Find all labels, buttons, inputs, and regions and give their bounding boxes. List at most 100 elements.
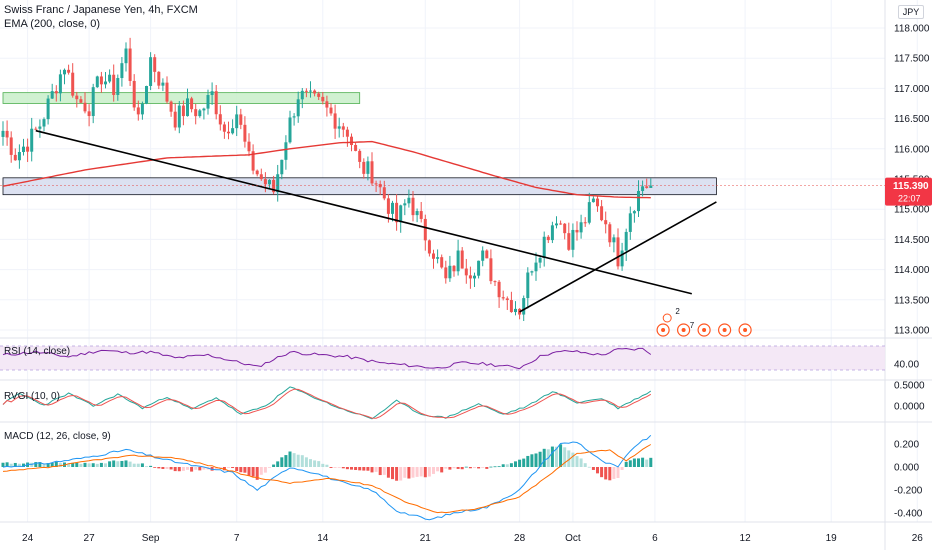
candle[interactable] (276, 174, 280, 193)
candle[interactable] (403, 203, 407, 206)
ascending-trendline[interactable] (519, 201, 717, 313)
candle[interactable] (382, 187, 386, 199)
candle[interactable] (42, 119, 46, 127)
candle[interactable] (161, 82, 165, 86)
candle[interactable] (637, 190, 640, 212)
candle[interactable] (583, 222, 587, 224)
candle[interactable] (63, 69, 66, 75)
candle[interactable] (263, 179, 267, 185)
candle[interactable] (325, 101, 329, 108)
candle[interactable] (251, 151, 255, 171)
candle[interactable] (292, 116, 296, 118)
candle[interactable] (321, 96, 325, 102)
candle[interactable] (247, 141, 251, 152)
candle[interactable] (608, 224, 612, 243)
candle[interactable] (526, 272, 530, 299)
candle[interactable] (136, 107, 140, 115)
candle[interactable] (485, 250, 489, 259)
candle[interactable] (530, 271, 534, 273)
candle[interactable] (391, 202, 394, 214)
candle[interactable] (99, 76, 103, 85)
candle[interactable] (366, 161, 370, 174)
candle[interactable] (509, 300, 513, 313)
descending-trendline[interactable] (35, 129, 692, 295)
candle[interactable] (95, 76, 99, 88)
rsi-line[interactable] (2, 347, 652, 370)
candle[interactable] (34, 128, 38, 130)
candle[interactable] (218, 114, 222, 125)
candle[interactable] (296, 99, 300, 117)
resistance-zone[interactable] (2, 92, 361, 104)
candle[interactable] (173, 111, 177, 128)
candle[interactable] (222, 124, 226, 132)
candle[interactable] (50, 91, 54, 99)
candle[interactable] (448, 265, 452, 279)
candle[interactable] (317, 93, 321, 97)
candle[interactable] (468, 275, 472, 279)
candle[interactable] (534, 262, 538, 272)
candle[interactable] (186, 98, 189, 117)
candle[interactable] (210, 91, 214, 96)
candle[interactable] (399, 205, 403, 223)
candle[interactable] (91, 87, 95, 117)
macd-signal-line[interactable] (2, 444, 652, 514)
candle[interactable] (542, 236, 546, 259)
candle[interactable] (559, 223, 563, 225)
candle[interactable] (128, 48, 132, 81)
candle[interactable] (112, 74, 116, 95)
candle[interactable] (473, 275, 476, 279)
candle[interactable] (514, 308, 517, 313)
candle[interactable] (596, 198, 599, 207)
candle[interactable] (522, 298, 526, 315)
candle[interactable] (567, 233, 571, 250)
candle[interactable] (436, 257, 440, 259)
candle[interactable] (259, 174, 263, 180)
candle[interactable] (227, 131, 230, 134)
candle[interactable] (419, 211, 423, 219)
candle[interactable] (354, 145, 358, 151)
candle[interactable] (337, 126, 341, 129)
candle[interactable] (108, 74, 112, 82)
candle[interactable] (358, 150, 362, 162)
rvgi-signal-line[interactable] (2, 388, 652, 419)
candle[interactable] (71, 72, 75, 96)
candle[interactable] (116, 78, 120, 95)
candle[interactable] (54, 91, 58, 94)
event-marker[interactable] (662, 313, 672, 323)
candle[interactable] (628, 213, 632, 232)
candle[interactable] (58, 74, 62, 94)
candle[interactable] (579, 222, 583, 233)
candle[interactable] (497, 281, 501, 298)
candle[interactable] (362, 161, 366, 174)
candle[interactable] (255, 170, 259, 175)
candle[interactable] (563, 223, 567, 234)
candle[interactable] (67, 69, 71, 73)
candle[interactable] (493, 281, 497, 283)
candle[interactable] (30, 128, 34, 152)
candle[interactable] (9, 137, 13, 155)
candle[interactable] (231, 128, 235, 134)
candle[interactable] (87, 111, 91, 117)
candle[interactable] (464, 268, 468, 276)
candle[interactable] (604, 220, 608, 225)
candle[interactable] (304, 90, 308, 92)
candle[interactable] (46, 98, 50, 120)
candle[interactable] (452, 265, 456, 272)
candle[interactable] (555, 223, 558, 226)
macd-line[interactable] (2, 434, 652, 521)
candle[interactable] (198, 110, 202, 117)
candle[interactable] (641, 186, 645, 191)
candle[interactable] (395, 202, 399, 223)
candle[interactable] (145, 85, 148, 104)
candle[interactable] (104, 81, 107, 85)
candle[interactable] (460, 250, 464, 269)
candle[interactable] (17, 152, 21, 161)
candle[interactable] (239, 114, 243, 125)
rvgi-legend[interactable]: RVGI (10, 0) (4, 391, 60, 402)
candle[interactable] (280, 159, 284, 175)
symbol-legend[interactable]: Swiss Franc / Japanese Yen, 4h, FXCM (4, 4, 198, 16)
candle[interactable] (374, 183, 378, 185)
candle[interactable] (288, 117, 292, 143)
candle[interactable] (370, 161, 374, 184)
